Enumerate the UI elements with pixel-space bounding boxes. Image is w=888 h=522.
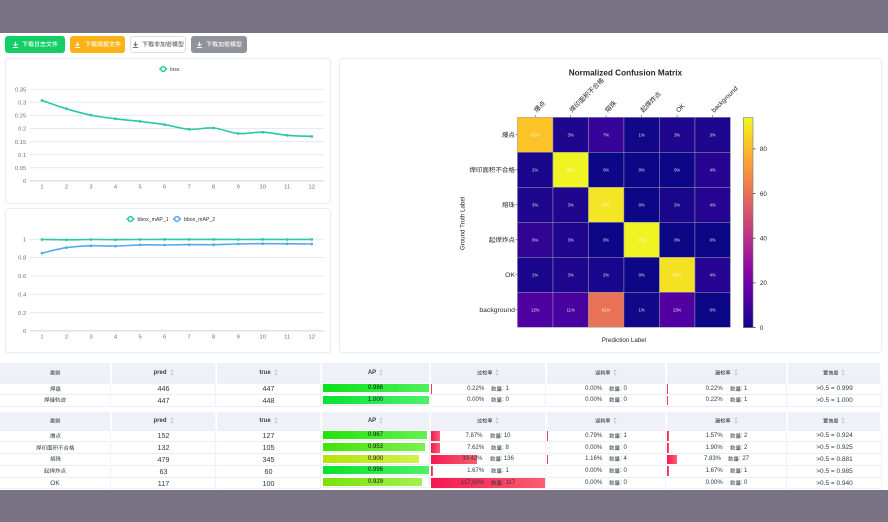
svg-text:5: 5 bbox=[138, 184, 141, 190]
svg-text:6: 6 bbox=[163, 334, 166, 340]
svg-text:0%: 0% bbox=[674, 237, 680, 242]
svg-text:0: 0 bbox=[23, 329, 26, 335]
svg-text:61%: 61% bbox=[601, 307, 610, 312]
svg-text:2: 2 bbox=[65, 184, 68, 190]
svg-text:0.4: 0.4 bbox=[18, 292, 27, 298]
svg-text:3%: 3% bbox=[532, 202, 538, 207]
svg-text:loss: loss bbox=[170, 67, 180, 73]
svg-text:1: 1 bbox=[40, 334, 43, 340]
svg-text:0%: 0% bbox=[638, 202, 644, 207]
svg-text:0.05: 0.05 bbox=[15, 166, 26, 172]
svg-text:3: 3 bbox=[89, 334, 92, 340]
svg-text:0.3: 0.3 bbox=[18, 100, 26, 106]
svg-text:1%: 1% bbox=[638, 307, 644, 312]
svg-text:13%: 13% bbox=[672, 307, 681, 312]
svg-text:11: 11 bbox=[284, 184, 290, 190]
svg-text:1: 1 bbox=[23, 237, 26, 243]
svg-text:bbox_mAP_2: bbox_mAP_2 bbox=[184, 217, 215, 223]
svg-text:0%: 0% bbox=[709, 237, 715, 242]
svg-text:10: 10 bbox=[259, 184, 265, 190]
svg-text:7: 7 bbox=[187, 334, 190, 340]
svg-text:bbox_mAP_1: bbox_mAP_1 bbox=[138, 217, 169, 223]
svg-text:40: 40 bbox=[759, 235, 767, 242]
svg-text:60: 60 bbox=[759, 190, 767, 197]
svg-text:89%: 89% bbox=[672, 272, 681, 277]
svg-text:4%: 4% bbox=[709, 202, 715, 207]
svg-text:0%: 0% bbox=[603, 167, 609, 172]
svg-text:12: 12 bbox=[308, 184, 314, 190]
svg-text:3%: 3% bbox=[567, 237, 573, 242]
svg-text:6%: 6% bbox=[532, 237, 538, 242]
svg-text:Normalized Confusion Matrix: Normalized Confusion Matrix bbox=[568, 68, 682, 77]
svg-text:Ground Truth Label: Ground Truth Label bbox=[459, 196, 466, 249]
svg-text:8: 8 bbox=[212, 334, 215, 340]
svg-text:4%: 4% bbox=[709, 167, 715, 172]
svg-text:0.25: 0.25 bbox=[15, 113, 26, 119]
svg-text:0.1: 0.1 bbox=[18, 152, 26, 158]
svg-text:0: 0 bbox=[759, 324, 763, 331]
svg-text:0%: 0% bbox=[674, 167, 680, 172]
svg-text:9: 9 bbox=[237, 184, 240, 190]
svg-text:3%: 3% bbox=[567, 202, 573, 207]
svg-text:80: 80 bbox=[759, 146, 767, 153]
svg-text:3: 3 bbox=[89, 184, 92, 190]
svg-text:93%: 93% bbox=[566, 167, 575, 172]
svg-text:0%: 0% bbox=[638, 167, 644, 172]
svg-text:9: 9 bbox=[237, 334, 240, 340]
svg-text:0.8: 0.8 bbox=[18, 255, 26, 261]
svg-text:11: 11 bbox=[284, 334, 290, 340]
svg-text:0%: 0% bbox=[603, 237, 609, 242]
svg-text:90%: 90% bbox=[601, 202, 610, 207]
svg-text:4: 4 bbox=[114, 184, 118, 190]
svg-text:0.2: 0.2 bbox=[18, 126, 26, 132]
svg-text:6: 6 bbox=[163, 184, 166, 190]
svg-text:0.6: 0.6 bbox=[18, 274, 26, 280]
svg-text:8: 8 bbox=[212, 184, 215, 190]
svg-text:2%: 2% bbox=[532, 167, 538, 172]
svg-text:Prediction Label: Prediction Label bbox=[601, 337, 645, 344]
svg-text:0: 0 bbox=[23, 179, 26, 185]
svg-text:11%: 11% bbox=[566, 307, 574, 312]
svg-text:10: 10 bbox=[259, 334, 265, 340]
svg-text:3%: 3% bbox=[567, 272, 573, 277]
svg-text:93%: 93% bbox=[637, 237, 646, 242]
svg-text:0%: 0% bbox=[709, 307, 715, 312]
svg-text:0.2: 0.2 bbox=[18, 310, 26, 316]
svg-text:2: 2 bbox=[65, 334, 68, 340]
svg-text:4: 4 bbox=[114, 334, 118, 340]
svg-text:82%: 82% bbox=[531, 132, 540, 137]
svg-text:1%: 1% bbox=[638, 132, 644, 137]
svg-text:4%: 4% bbox=[709, 272, 715, 277]
svg-text:0%: 0% bbox=[638, 272, 644, 277]
svg-text:20: 20 bbox=[759, 280, 767, 287]
svg-text:12: 12 bbox=[308, 334, 314, 340]
svg-text:background: background bbox=[479, 307, 515, 314]
svg-text:5: 5 bbox=[138, 334, 141, 340]
svg-text:OK: OK bbox=[675, 102, 687, 114]
svg-text:1: 1 bbox=[40, 184, 43, 190]
svg-text:OK: OK bbox=[505, 272, 515, 279]
svg-text:3%: 3% bbox=[709, 132, 715, 137]
svg-text:7%: 7% bbox=[603, 132, 609, 137]
svg-text:0.15: 0.15 bbox=[15, 139, 26, 145]
svg-text:0.35: 0.35 bbox=[15, 87, 26, 93]
svg-text:2%: 2% bbox=[603, 272, 609, 277]
svg-text:3%: 3% bbox=[674, 132, 680, 137]
svg-text:7: 7 bbox=[187, 184, 190, 190]
svg-text:3%: 3% bbox=[567, 132, 573, 137]
svg-text:2%: 2% bbox=[674, 202, 680, 207]
svg-text:12%: 12% bbox=[531, 307, 540, 312]
svg-text:background: background bbox=[710, 84, 739, 113]
svg-text:2%: 2% bbox=[532, 272, 538, 277]
